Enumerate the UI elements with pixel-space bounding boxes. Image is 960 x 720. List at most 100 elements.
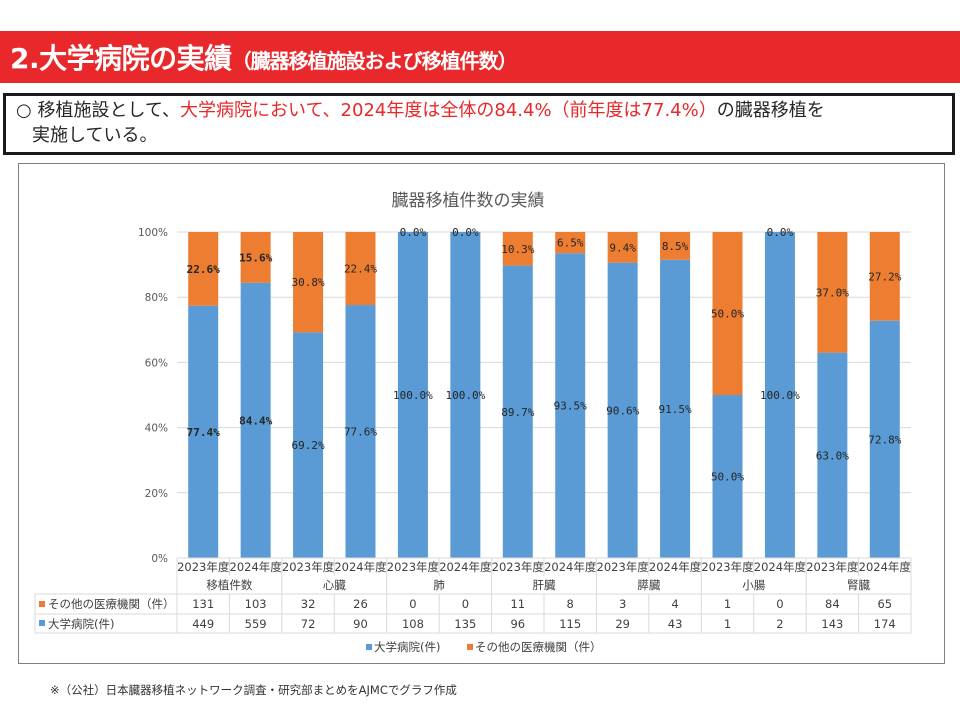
table-cell: 11 (510, 597, 525, 611)
bar-segment-other (345, 232, 376, 306)
table-year-label: 2024年度 (230, 560, 283, 574)
y-tick-label: 40% (145, 423, 168, 435)
bar-segment-university (293, 332, 324, 558)
data-label-other: 0.0% (452, 226, 479, 239)
table-group-label: 膵臓 (637, 578, 660, 592)
table-cell: 1 (724, 597, 731, 611)
table-cell: 72 (301, 617, 316, 631)
table-year-label: 2023年度 (701, 560, 754, 574)
data-label-other: 15.6% (239, 251, 272, 264)
section-header: 2.大学病院の実績 （臓器移植施設および移植件数） (0, 31, 960, 83)
table-row-label: 大学病院(件) (48, 617, 114, 631)
bar-segment-university (502, 265, 533, 558)
y-tick-label: 20% (145, 488, 168, 500)
table-year-label: 2024年度 (859, 560, 912, 574)
data-label-other: 22.4% (344, 263, 377, 276)
table-cell: 43 (668, 617, 683, 631)
bar-segment-other (660, 232, 691, 260)
table-year-label: 2024年度 (754, 560, 807, 574)
table-year-label: 2023年度 (387, 560, 440, 574)
source-footnote: ※（公社）日本臓器移植ネットワーク調査・研究部まとめをAJMCでグラフ作成 (50, 683, 457, 697)
data-label-university: 50.0% (711, 471, 744, 484)
bar-segment-university (869, 320, 900, 558)
bar-segment-other (293, 232, 324, 333)
data-label-university: 77.6% (344, 426, 377, 439)
table-cell: 108 (402, 617, 424, 631)
legend-swatch-icon (366, 644, 372, 650)
summary-line-1: ○ 移植施設として、大学病院において、2024年度は全体の84.4%（前年度は7… (16, 99, 825, 123)
data-label-university: 100.0% (393, 389, 433, 402)
y-tick-label: 80% (145, 292, 168, 304)
data-label-university: 91.5% (659, 403, 692, 416)
bar-segment-university (188, 305, 219, 558)
bar-segment-university (450, 232, 481, 558)
table-year-label: 2023年度 (597, 560, 650, 574)
data-label-university: 69.2% (292, 439, 325, 452)
y-tick-label: 60% (145, 357, 168, 369)
page-title-main: 2.大学病院の実績 (10, 42, 232, 75)
table-group-label: 肝臓 (533, 578, 556, 592)
data-label-other: 0.0% (767, 226, 794, 239)
data-label-university: 100.0% (445, 389, 485, 402)
bar-segment-university (817, 352, 848, 558)
bar-segment-university (240, 282, 271, 558)
bar-segment-other (188, 232, 219, 306)
data-label-other: 27.2% (868, 270, 901, 283)
data-label-other: 0.0% (400, 226, 427, 239)
bar-segment-university (764, 232, 795, 558)
data-label-university: 89.7% (501, 406, 534, 419)
table-cell: 26 (353, 597, 368, 611)
legend-key-icon (39, 620, 45, 626)
table-cell: 8 (567, 597, 574, 611)
data-label-other: 50.0% (711, 308, 744, 321)
table-group-label: 肺 (433, 578, 445, 592)
chart-container: 臓器移植件数の実績 0% 20% 40% 60% 80% 100% 77.4% 22.6% 84… (18, 163, 945, 664)
table-cell: 131 (192, 597, 214, 611)
data-label-university: 77.4% (187, 426, 220, 439)
data-label-other: 10.3% (501, 243, 534, 256)
table-cell: 174 (874, 617, 896, 631)
data-label-other: 8.5% (662, 240, 689, 253)
table-group-label: 小腸 (742, 578, 765, 592)
table-year-label: 2024年度 (334, 560, 387, 574)
data-label-university: 90.6% (606, 404, 639, 417)
table-cell: 96 (510, 617, 525, 631)
summary-box: ○ 移植施設として、大学病院において、2024年度は全体の84.4%（前年度は7… (3, 93, 955, 155)
data-label-other: 30.8% (292, 276, 325, 289)
bar-segment-university (712, 395, 743, 558)
bar-segment-university (660, 259, 691, 558)
summary-text-after: の臓器移植を (716, 100, 825, 121)
y-tick-label: 100% (138, 227, 168, 239)
legend-key-icon (39, 601, 45, 607)
data-label-other: 9.4% (609, 241, 636, 254)
y-tick-label: 0% (151, 553, 168, 565)
table-group-label: 心臓 (323, 578, 346, 592)
data-label-university: 63.0% (816, 449, 849, 462)
table-cell: 135 (454, 617, 476, 631)
data-label-university: 93.5% (554, 400, 587, 413)
table-cell: 84 (825, 597, 840, 611)
table-row-label: その他の医療機関（件） (48, 597, 175, 611)
data-label-university: 100.0% (760, 389, 800, 402)
table-cell: 0 (409, 597, 416, 611)
table-year-label: 2023年度 (492, 560, 545, 574)
data-label-other: 37.0% (816, 286, 849, 299)
chart-title: 臓器移植件数の実績 (391, 191, 545, 211)
table-cell: 29 (615, 617, 630, 631)
bar-segment-other (869, 232, 900, 321)
page-title-sub: （臓器移植施設および移植件数） (231, 49, 518, 73)
table-cell: 0 (776, 597, 783, 611)
summary-text-before: 移植施設として、 (31, 100, 180, 121)
table-cell: 90 (353, 617, 368, 631)
bar-segment-other (607, 232, 638, 263)
bullet-icon: ○ (16, 100, 32, 121)
bar-segment-university (555, 253, 586, 558)
table-cell: 4 (671, 597, 678, 611)
table-year-label: 2024年度 (439, 560, 492, 574)
table-cell: 65 (877, 597, 892, 611)
legend-entry: 大学病院(件) (374, 640, 440, 654)
table-cell: 559 (245, 617, 267, 631)
table-cell: 143 (821, 617, 843, 631)
data-label-university: 84.4% (239, 414, 272, 427)
table-group-label: 腎臓 (847, 578, 870, 592)
